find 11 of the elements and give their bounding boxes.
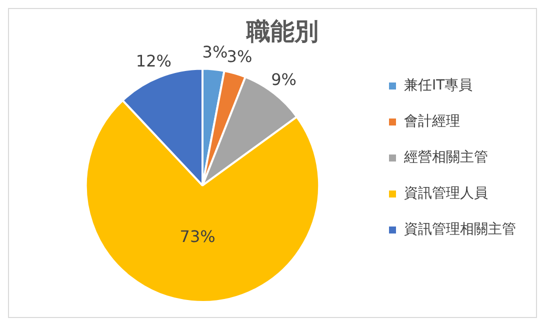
chart-title: 職能別 — [246, 18, 318, 46]
data-label: 73% — [180, 226, 216, 246]
legend-label: 資訊管理相關主管 — [404, 222, 516, 238]
legend-label: 兼任IT專員 — [404, 78, 473, 94]
legend-label: 會計經理 — [404, 114, 460, 130]
legend-label: 經營相關主管 — [403, 150, 488, 166]
data-label: 3% — [202, 42, 228, 62]
data-label: 12% — [136, 51, 172, 70]
data-label: 3% — [226, 47, 252, 66]
legend-label: 資訊管理人員 — [404, 186, 488, 202]
data-label: 9% — [271, 70, 296, 89]
